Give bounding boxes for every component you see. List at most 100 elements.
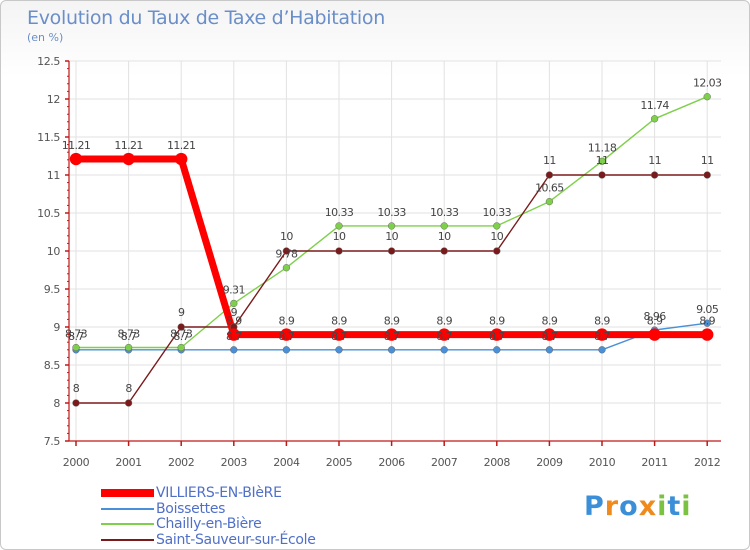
legend-label-chailly: Chailly-en-Bière xyxy=(156,516,262,532)
data-label: 9.78 xyxy=(275,248,298,261)
proxiti-logo: Proxiti xyxy=(584,491,692,522)
data-point xyxy=(648,328,661,341)
data-point xyxy=(650,171,659,179)
data-label: 10 xyxy=(280,230,293,243)
data-point xyxy=(177,343,185,352)
legend-label-boissettes: Boissettes xyxy=(156,501,226,517)
data-label: 9.31 xyxy=(223,283,245,296)
logo-letter: r xyxy=(604,491,620,522)
data-point xyxy=(122,152,135,166)
data-point xyxy=(545,197,554,206)
data-label: 8.9 xyxy=(542,315,558,328)
legend-label-villiers: VILLIERS-EN-BIèRE xyxy=(156,485,282,501)
y-tick-label: 9 xyxy=(53,321,60,334)
data-label: 8.9 xyxy=(436,315,452,328)
data-label: 10 xyxy=(438,230,451,243)
data-label: 8.7 xyxy=(68,330,84,343)
x-tick-label: 2005 xyxy=(326,456,353,469)
data-label: 8.7 xyxy=(279,330,295,343)
data-point xyxy=(282,264,291,272)
y-tick-label: 12.5 xyxy=(37,55,60,68)
data-label: 11 xyxy=(701,154,714,167)
data-point xyxy=(177,323,185,331)
data-label: 8.7 xyxy=(436,330,452,343)
logo-letter: i xyxy=(681,491,692,522)
data-point xyxy=(703,171,711,179)
x-tick-label: 2002 xyxy=(168,456,194,469)
data-point xyxy=(387,346,396,354)
data-label: 8.7 xyxy=(173,330,189,343)
data-label: 11.21 xyxy=(114,139,143,152)
data-label: 10.33 xyxy=(483,206,512,219)
data-label: 8.9 xyxy=(279,315,295,328)
data-label: 8 xyxy=(125,382,132,395)
data-point xyxy=(598,157,606,165)
data-label: 8.96 xyxy=(644,310,667,323)
data-point xyxy=(543,328,556,341)
data-point xyxy=(440,247,448,255)
data-point xyxy=(650,115,659,123)
data-label: 8.9 xyxy=(384,315,400,328)
data-point xyxy=(72,343,80,352)
data-point xyxy=(701,328,714,341)
data-point xyxy=(387,222,396,230)
data-point xyxy=(703,319,711,327)
data-point xyxy=(598,171,606,179)
data-label: 8.9 xyxy=(331,315,347,328)
data-label: 8.7 xyxy=(121,330,137,343)
data-label: 11 xyxy=(596,154,609,167)
y-tick-label: 7.5 xyxy=(44,435,61,448)
x-tick-label: 2011 xyxy=(641,456,667,469)
x-tick-label: 2006 xyxy=(378,456,405,469)
x-tick-label: 2010 xyxy=(589,456,616,469)
data-label: 11.21 xyxy=(167,139,196,152)
y-tick-label: 11 xyxy=(47,169,60,182)
data-point xyxy=(595,328,609,341)
data-point xyxy=(440,222,448,230)
chart-subtitle: (en %) xyxy=(27,31,64,44)
data-point xyxy=(282,346,291,354)
data-label: 12.03 xyxy=(693,77,722,90)
data-point xyxy=(440,346,448,354)
data-point xyxy=(490,328,503,341)
x-tick-label: 2004 xyxy=(273,456,300,469)
data-point xyxy=(282,247,291,255)
data-point xyxy=(385,328,398,341)
x-tick-label: 2012 xyxy=(694,456,720,469)
data-point xyxy=(69,152,83,166)
logo-letter: P xyxy=(584,491,605,522)
x-tick-label: 2007 xyxy=(431,456,458,469)
data-point xyxy=(124,343,133,352)
data-label: 10.65 xyxy=(535,182,564,195)
logo-letter: t xyxy=(667,491,682,522)
data-point xyxy=(545,346,554,354)
data-point xyxy=(72,399,80,407)
data-label: 11 xyxy=(543,154,556,167)
data-label: 10 xyxy=(385,230,398,243)
data-point xyxy=(703,93,711,101)
data-label: 11.18 xyxy=(588,141,617,154)
data-point xyxy=(335,247,343,255)
data-label: 9.05 xyxy=(696,303,719,316)
data-label: 8.9 xyxy=(489,315,505,328)
x-tick-label: 2000 xyxy=(63,456,90,469)
x-tick-label: 2003 xyxy=(221,456,248,469)
y-tick-label: 8 xyxy=(53,397,60,410)
data-label: 10 xyxy=(490,230,503,243)
logo-letter: o xyxy=(619,491,639,522)
y-tick-label: 10.5 xyxy=(37,207,60,220)
data-label: 9 xyxy=(178,306,185,319)
data-label: 8.7 xyxy=(542,330,558,343)
data-point xyxy=(175,152,188,166)
data-label: 8.73 xyxy=(170,328,193,341)
data-label: 8 xyxy=(73,382,80,395)
data-label: 8.7 xyxy=(384,330,400,343)
data-label: 10.33 xyxy=(377,206,406,219)
data-label: 8.7 xyxy=(226,330,242,343)
y-tick-label: 12 xyxy=(47,93,60,106)
x-tick-label: 2008 xyxy=(484,456,511,469)
data-point xyxy=(438,328,451,341)
data-label: 8.9 xyxy=(699,315,715,328)
